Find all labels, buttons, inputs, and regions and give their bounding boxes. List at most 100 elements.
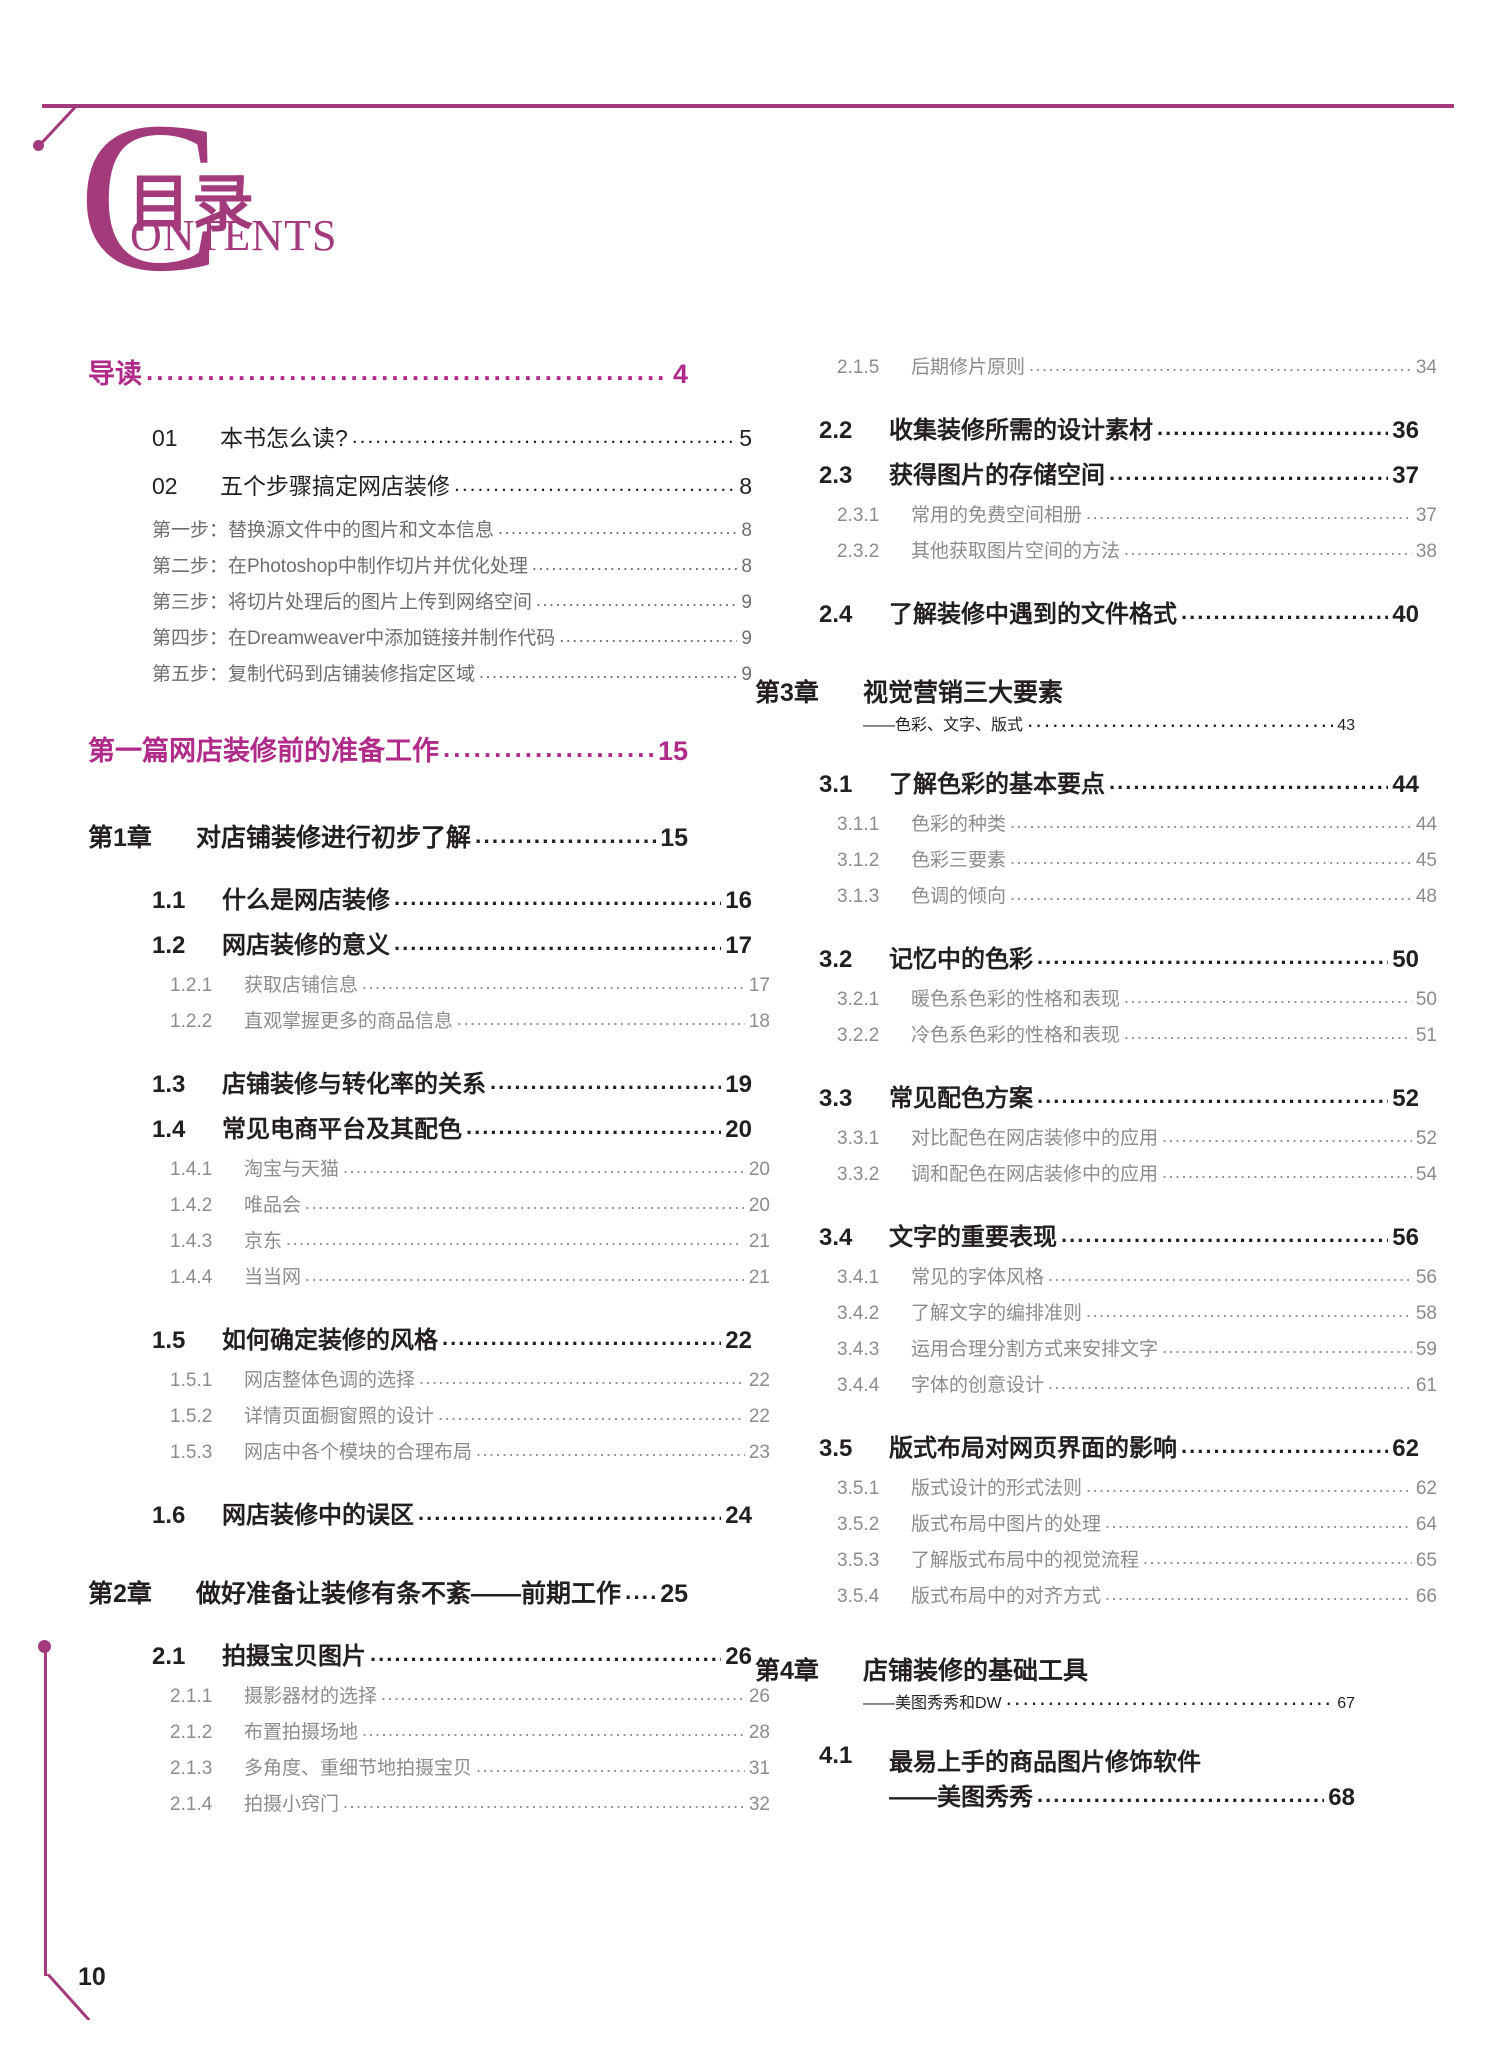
toc-entry-title: 什么是网店装修 xyxy=(222,887,390,914)
toc-subsection-entry[interactable]: 3.5.1 版式设计的形式法则..........................… xyxy=(837,1473,1437,1500)
toc-entry-title: 摄影器材的选择 xyxy=(244,1686,378,1707)
toc-chapter-entry[interactable]: 第4章 店铺装修的基础工具 ——美图秀秀和DW...................… xyxy=(755,1651,1355,1714)
toc-section-entry[interactable]: 1.6 网店装修中的误区.............................… xyxy=(152,1495,752,1530)
toc-section-entry[interactable]: 1.4 常见电商平台及其配色...........................… xyxy=(152,1109,752,1144)
toc-subsection-entry[interactable]: 3.4.2 了解文字的编排准则..........................… xyxy=(837,1298,1437,1325)
toc-section-entry[interactable]: 1.1 什么是网店装修..............................… xyxy=(152,880,752,915)
toc-page-number: 48 xyxy=(1415,886,1437,907)
toc-subsection-entry[interactable]: 3.4.3 运用合理分割方式来安排文字......................… xyxy=(837,1334,1437,1361)
toc-subsection-entry[interactable]: 2.3.2 其他获取图片空间的方法........................… xyxy=(837,536,1437,563)
toc-subsection-entry[interactable]: 3.1.1 色彩的种类..............................… xyxy=(837,809,1437,836)
toc-section-entry[interactable]: 1.5 如何确定装修的风格............................… xyxy=(152,1320,752,1355)
toc-subsection-entry[interactable]: 1.4.1 淘宝与天猫..............................… xyxy=(170,1154,770,1181)
toc-section-entry[interactable]: 3.1 了解色彩的基本要点............................… xyxy=(819,764,1419,799)
toc-item-entry[interactable]: 01 本书怎么读?................................… xyxy=(152,419,752,453)
toc-chapter-entry[interactable]: 第2章 做好准备让装修有条不紊——前期工作....................… xyxy=(88,1574,688,1610)
toc-entry-title: 版式布局中的对齐方式 xyxy=(911,1586,1102,1607)
toc-step-entry[interactable]: 第四步：在Dreamweaver中添加链接并制作代码..............… xyxy=(152,623,752,650)
toc-entry-number: 1.4 xyxy=(152,1116,186,1143)
toc-step-entry[interactable]: 第一步：替换源文件中的图片和文本信息......................… xyxy=(152,515,752,542)
toc-section-entry[interactable]: 4.1 最易上手的商品图片修饰软件 ——美图秀秀..................… xyxy=(819,1742,1355,1812)
toc-subsection-entry[interactable]: 2.1.3 多角度、重细节地拍摄宝贝.......................… xyxy=(170,1753,770,1780)
toc-page-number: 65 xyxy=(1415,1550,1437,1571)
toc-page-number: 51 xyxy=(1415,1025,1437,1046)
toc-subsection-entry[interactable]: 3.3.2 调和配色在网店装修中的应用......................… xyxy=(837,1159,1437,1186)
toc-entry-title: 常见配色方案 xyxy=(889,1085,1033,1112)
toc-subsection-entry[interactable]: 1.5.2 详情页面橱窗照的设计.........................… xyxy=(170,1401,770,1428)
toc-subsection-entry[interactable]: 2.1.4 拍摄小窍门..............................… xyxy=(170,1789,770,1816)
toc-leader-dots: ........................................… xyxy=(351,425,736,448)
toc-entry-number: 2.1 xyxy=(152,1643,186,1670)
toc-section-entry[interactable]: 3.5 版式布局对网页界面的影响.........................… xyxy=(819,1428,1419,1463)
toc-subsection-entry[interactable]: 1.5.1 网店整体色调的选择..........................… xyxy=(170,1365,770,1392)
toc-section-entry[interactable]: 2.4 了解装修中遇到的文件格式.........................… xyxy=(819,594,1419,629)
toc-entry-title: 淘宝与天猫 xyxy=(244,1159,340,1180)
toc-leader-dots: ........................................… xyxy=(490,1069,721,1094)
toc-section-entry[interactable]: 1.2 网店装修的意义..............................… xyxy=(152,925,752,960)
toc-entry-title: 冷色系色彩的性格和表现 xyxy=(911,1025,1121,1046)
toc-section-entry[interactable]: 3.2 记忆中的色彩...............................… xyxy=(819,939,1419,974)
toc-entry-title: 拍摄小窍门 xyxy=(244,1794,340,1815)
toc-subsection-entry[interactable]: 2.1.5 后期修片原则.............................… xyxy=(837,352,1437,379)
toc-part-entry[interactable]: 导读......................................… xyxy=(88,352,688,391)
toc-section-entry[interactable]: 2.2 收集装修所需的设计素材..........................… xyxy=(819,410,1419,445)
toc-entry-number: 1.5.1 xyxy=(170,1370,213,1391)
toc-item-entry[interactable]: 02 五个步骤搞定网店装修............................… xyxy=(152,467,752,501)
toc-subsection-entry[interactable]: 3.4.1 常见的字体风格............................… xyxy=(837,1262,1437,1289)
toc-subsection-entry[interactable]: 3.5.3 了解版式布局中的视觉流程.......................… xyxy=(837,1545,1437,1572)
toc-leader-dots: ........................................… xyxy=(454,473,735,496)
toc-subsection-entry[interactable]: 1.4.3 京东.................................… xyxy=(170,1226,770,1253)
toc-section-entry[interactable]: 2.1 拍摄宝贝图片...............................… xyxy=(152,1636,752,1671)
toc-step-entry[interactable]: 第五步：复制代码到店铺装修指定区域.......................… xyxy=(152,659,752,686)
toc-step-entry[interactable]: 第二步：在Photoshop中制作切片并优化处理................… xyxy=(152,551,752,578)
toc-entry-title: 直观掌握更多的商品信息 xyxy=(244,1011,454,1032)
toc-chapter-entry[interactable]: 第1章 对店铺装修进行初步了解..........................… xyxy=(88,818,688,854)
toc-entry-number: 1.5.3 xyxy=(170,1442,213,1463)
toc-subsection-entry[interactable]: 2.3.1 常用的免费空间相册..........................… xyxy=(837,500,1437,527)
toc-section-entry[interactable]: 3.3 常见配色方案...............................… xyxy=(819,1078,1419,1113)
toc-entry-number: 2.3.1 xyxy=(837,505,880,526)
toc-subsection-entry[interactable]: 2.1.2 布置拍摄场地.............................… xyxy=(170,1717,770,1744)
toc-entry-title: 拍摄宝贝图片 xyxy=(222,1643,366,1670)
toc-leader-dots: ........................................… xyxy=(343,1792,745,1812)
toc-subsection-entry[interactable]: 3.1.2 色彩三要素..............................… xyxy=(837,845,1437,872)
toc-subsection-entry[interactable]: 3.3.1 对比配色在网店装修中的应用......................… xyxy=(837,1123,1437,1150)
toc-chapter-entry[interactable]: 第3章 视觉营销三大要素 ——色彩、文字、版式...................… xyxy=(755,673,1355,736)
toc-subsection-entry[interactable]: 1.2.1 获取店铺信息.............................… xyxy=(170,970,770,997)
toc-entry-number: 2.2 xyxy=(819,417,853,444)
toc-page-number: 37 xyxy=(1415,505,1437,526)
toc-subsection-entry[interactable]: 3.5.2 版式布局中图片的处理.........................… xyxy=(837,1509,1437,1536)
toc-page-number: 40 xyxy=(1392,601,1419,628)
toc-section-entry[interactable]: 1.3 店铺装修与转化率的关系..........................… xyxy=(152,1064,752,1099)
toc-subsection-entry[interactable]: 1.2.2 直观掌握更多的商品信息........................… xyxy=(170,1006,770,1033)
toc-part-entry[interactable]: 第一篇网店装修前的准备工作...........................… xyxy=(88,729,688,768)
toc-section-entry[interactable]: 3.4 文字的重要表现..............................… xyxy=(819,1217,1419,1252)
toc-subsection-entry[interactable]: 3.2.1 暖色系色彩的性格和表现........................… xyxy=(837,984,1437,1011)
toc-subsection-entry[interactable]: 1.4.2 唯品会................................… xyxy=(170,1190,770,1217)
toc-entry-title: 京东 xyxy=(244,1231,283,1252)
toc-leader-dots: ........................................… xyxy=(381,1684,745,1704)
contents-masthead: C 目录 ONTENTS xyxy=(78,89,498,304)
toc-subsection-entry[interactable]: 3.5.4 版式布局中的对齐方式.........................… xyxy=(837,1581,1437,1608)
toc-column-left: 导读......................................… xyxy=(88,352,770,1825)
toc-subsection-entry[interactable]: 3.1.3 色调的倾向..............................… xyxy=(837,881,1437,908)
toc-leader-dots: ........................................… xyxy=(362,1720,745,1740)
toc-column-right: 2.1.5 后期修片原则.............................… xyxy=(755,352,1437,1822)
toc-subsection-entry[interactable]: 2.1.1 摄影器材的选择............................… xyxy=(170,1681,770,1708)
toc-page-number: 28 xyxy=(748,1722,770,1743)
toc-step-entry[interactable]: 第三步：将切片处理后的图片上传到网络空间....................… xyxy=(152,587,752,614)
toc-section-entry[interactable]: 2.3 获得图片的存储空间............................… xyxy=(819,455,1419,490)
toc-subsection-entry[interactable]: 1.5.3 网店中各个模块的合理布局.......................… xyxy=(170,1437,770,1464)
toc-subsection-entry[interactable]: 1.4.4 当当网................................… xyxy=(170,1262,770,1289)
toc-entry-title: 运用合理分割方式来安排文字 xyxy=(911,1339,1159,1360)
toc-subsection-entry[interactable]: 3.2.2 冷色系色彩的性格和表现........................… xyxy=(837,1020,1437,1047)
toc-entry-number: 02 xyxy=(152,473,178,499)
toc-leader-dots: ........................................… xyxy=(1109,769,1389,794)
toc-page-number: 58 xyxy=(1415,1303,1437,1324)
toc-page-number: 25 xyxy=(660,1580,688,1608)
toc-entry-number: 2.3.2 xyxy=(837,541,880,562)
toc-page-number: 9 xyxy=(741,592,752,613)
toc-entry-title: 暖色系色彩的性格和表现 xyxy=(911,989,1121,1010)
toc-page-number: 4 xyxy=(672,359,688,389)
toc-subsection-entry[interactable]: 3.4.4 字体的创意设计............................… xyxy=(837,1370,1437,1397)
